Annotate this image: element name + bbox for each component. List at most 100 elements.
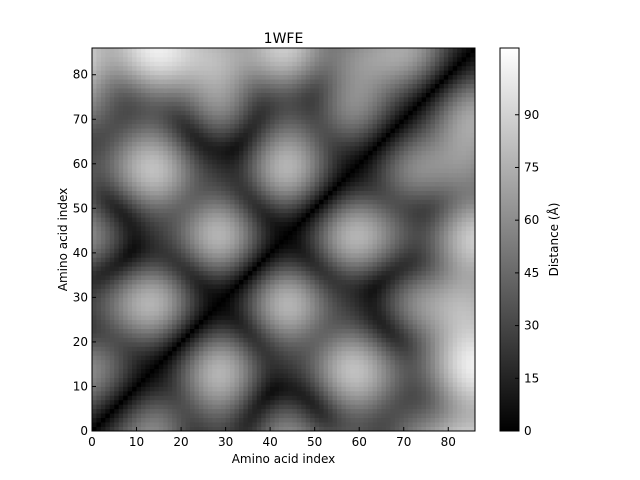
heatmap-cell [172, 154, 178, 160]
heatmap-cell [341, 404, 347, 410]
heatmap-cell [301, 70, 307, 76]
heatmap-cell [158, 208, 164, 214]
heatmap-cell [136, 61, 142, 67]
heatmap-cell [230, 79, 235, 85]
heatmap-cell [92, 252, 97, 258]
heatmap-cell [185, 181, 191, 187]
heatmap-cell [341, 288, 347, 294]
heatmap-cell [332, 306, 338, 312]
heatmap-cell [283, 186, 289, 191]
heatmap-cell [198, 154, 204, 160]
heatmap-cell [189, 61, 195, 67]
heatmap-cell [198, 413, 204, 419]
heatmap-cell [252, 426, 258, 432]
heatmap-cell [238, 328, 244, 334]
heatmap-cell [132, 132, 137, 138]
heatmap-cell [341, 266, 347, 272]
heatmap-cell [181, 163, 186, 169]
heatmap-cell [140, 190, 146, 196]
heatmap-cell [123, 181, 129, 187]
heatmap-cell [225, 208, 231, 214]
heatmap-cell [345, 123, 351, 129]
heatmap-cell [163, 292, 169, 298]
heatmap-cell [194, 364, 200, 370]
heatmap-cell [279, 132, 284, 138]
heatmap-cell [136, 288, 142, 294]
heatmap-cell [158, 350, 164, 356]
heatmap-cell [261, 101, 267, 107]
heatmap-cell [283, 79, 289, 85]
heatmap-cell [319, 119, 324, 125]
heatmap-cell [140, 159, 146, 165]
heatmap-cell [243, 74, 249, 80]
heatmap-cell [328, 235, 333, 240]
heatmap-cell [109, 301, 115, 307]
heatmap-cell [247, 288, 253, 294]
heatmap-cell [154, 221, 160, 227]
heatmap-cell [203, 279, 209, 285]
heatmap-cell [332, 270, 338, 276]
heatmap-cell [194, 226, 200, 231]
heatmap-cell [221, 56, 226, 62]
heatmap-cell [194, 243, 200, 249]
heatmap-cell [341, 114, 347, 120]
heatmap-cell [319, 368, 324, 374]
heatmap-cell [158, 92, 164, 98]
heatmap-cell [292, 194, 298, 200]
heatmap-cell [292, 310, 298, 316]
heatmap-cell [123, 417, 129, 423]
heatmap-cell [296, 243, 302, 249]
heatmap-cell [261, 368, 267, 374]
heatmap-cell [194, 310, 200, 316]
heatmap-cell [207, 243, 213, 249]
heatmap-cell [154, 96, 160, 102]
heatmap-cell [203, 137, 209, 142]
heatmap-cell [158, 288, 164, 294]
heatmap-cell [136, 399, 142, 405]
heatmap-cell [247, 404, 253, 410]
heatmap-cell [310, 212, 316, 218]
heatmap-cell [314, 248, 320, 254]
heatmap-cell [154, 243, 160, 249]
heatmap-cell [132, 404, 137, 410]
heatmap-cell [252, 56, 258, 62]
heatmap-cell [100, 417, 106, 423]
heatmap-cell [118, 83, 124, 89]
heatmap-cell [247, 359, 253, 365]
heatmap-cell [114, 186, 120, 191]
heatmap-cell [154, 48, 160, 53]
heatmap-cell [194, 114, 200, 120]
heatmap-cell [140, 65, 146, 71]
heatmap-cell [96, 275, 102, 280]
heatmap-cell [283, 284, 289, 289]
heatmap-cell [274, 288, 280, 294]
heatmap-cell [221, 52, 226, 58]
heatmap-cell [158, 203, 164, 209]
heatmap-cell [252, 141, 258, 147]
heatmap-cell [225, 217, 231, 223]
heatmap-cell [96, 186, 102, 191]
heatmap-cell [345, 292, 351, 298]
heatmap-cell [279, 426, 284, 432]
heatmap-cell [185, 110, 191, 116]
heatmap-cell [207, 239, 213, 245]
heatmap-cell [154, 159, 160, 165]
heatmap-cell [328, 422, 333, 427]
heatmap-cell [216, 417, 222, 423]
heatmap-cell [149, 65, 155, 71]
heatmap-cell [323, 128, 329, 134]
heatmap-cell [203, 399, 209, 405]
heatmap-cell [158, 52, 164, 58]
heatmap-cell [181, 284, 186, 289]
heatmap-cell [172, 257, 178, 263]
heatmap-cell [234, 235, 240, 240]
heatmap-cell [332, 88, 338, 93]
heatmap-cell [127, 74, 133, 80]
heatmap-cell [114, 377, 120, 383]
heatmap-cell [261, 128, 267, 134]
heatmap-cell [127, 110, 133, 116]
heatmap-cell [247, 208, 253, 214]
heatmap-cell [118, 266, 124, 272]
heatmap-cell [118, 417, 124, 423]
heatmap-cell [172, 114, 178, 120]
